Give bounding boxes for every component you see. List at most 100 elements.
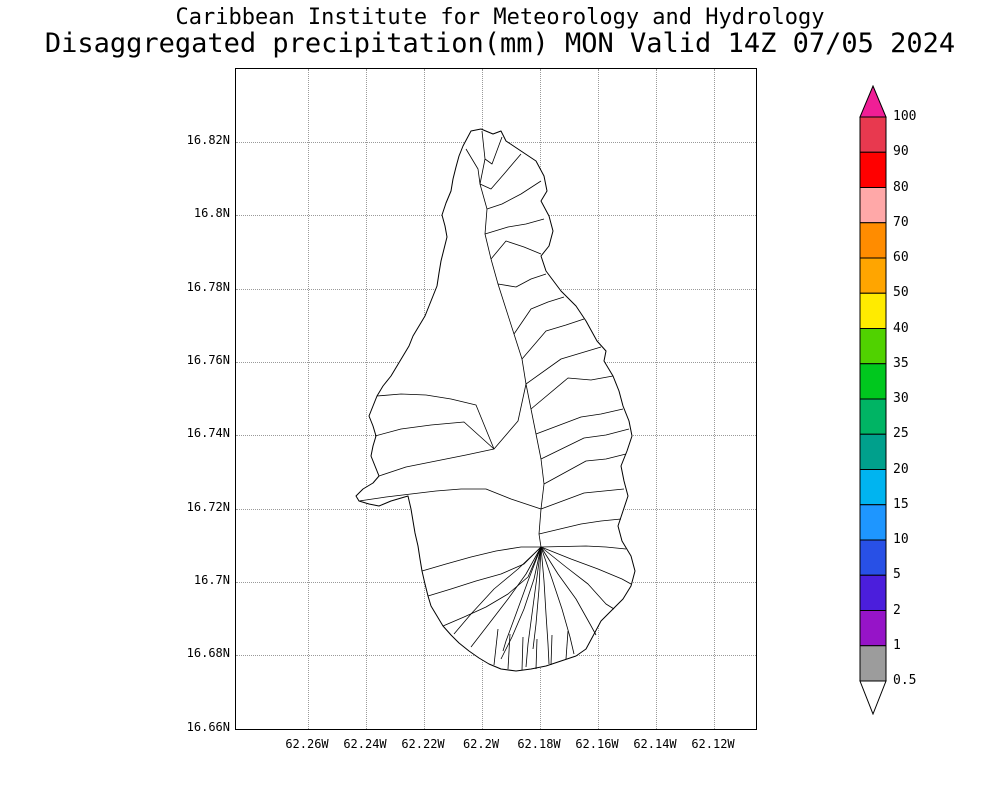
lat-label: 16.7N: [193, 573, 230, 587]
stream-line: [378, 383, 527, 477]
lon-label: 62.18W: [517, 737, 561, 751]
colorbar-label: 30: [893, 391, 909, 406]
lat-label: 16.72N: [186, 500, 230, 514]
lat-label: 16.82N: [186, 133, 230, 147]
lon-label: 62.2W: [462, 737, 500, 751]
colorbar-segment: [859, 257, 887, 294]
colorbar-segment: [859, 433, 887, 470]
lat-label: 16.68N: [186, 646, 230, 660]
stream-line: [540, 546, 615, 610]
colorbar-segment: [859, 187, 887, 224]
colorbar-segment: [859, 328, 887, 365]
stream-line: [540, 546, 575, 655]
colorbar-label: 40: [893, 320, 909, 336]
stream-line: [535, 408, 624, 435]
stream-line: [484, 136, 503, 165]
stream-line: [521, 636, 524, 671]
stream-line: [493, 628, 499, 666]
colorbar-segment: [859, 574, 887, 611]
stream-line: [532, 546, 542, 650]
stream-line: [538, 518, 622, 535]
colorbar-label: 60: [893, 250, 909, 265]
institute-title: Caribbean Institute for Meteorology and …: [175, 5, 825, 30]
colorbar-label: 50: [893, 285, 909, 301]
lat-label: 16.78N: [186, 280, 230, 294]
stream-line: [479, 153, 522, 190]
gridline-vertical: [366, 69, 367, 729]
stream-line: [540, 546, 632, 585]
stream-line: [535, 638, 538, 670]
colorbar-segment: [859, 292, 887, 329]
colorbar-label: 0.5: [893, 673, 917, 688]
stream-line: [540, 546, 550, 665]
lon-label: 62.14W: [633, 737, 677, 751]
stream-line: [453, 546, 542, 635]
stream-line: [442, 546, 542, 627]
stream-line: [490, 240, 542, 260]
stream-line: [358, 488, 542, 510]
colorbar-segment: [859, 398, 887, 435]
stream-line: [521, 318, 585, 360]
stream-line: [540, 545, 627, 550]
colorbar-label: 5: [893, 567, 901, 583]
colorbar-segment: [859, 539, 887, 576]
stream-line: [427, 546, 542, 597]
colorbar-label: 2: [893, 602, 901, 618]
stream-line: [530, 375, 614, 410]
colorbar-segment: [859, 151, 887, 188]
stream-line: [484, 218, 545, 235]
gridline-vertical: [714, 69, 715, 729]
colorbar-label: 20: [893, 461, 909, 477]
colorbar-segment: [859, 222, 887, 259]
lon-label: 62.22W: [401, 737, 445, 751]
colorbar-arrow-above-max: [859, 85, 887, 118]
drainage-network: [358, 130, 632, 671]
colorbar-segment: [859, 363, 887, 400]
island-outline: [355, 128, 636, 672]
colorbar-label: 25: [893, 426, 909, 442]
colorbar-segment: [859, 645, 887, 682]
colorbar-labels: 100 90 80 70 60 50 40 35 30 25 20 15 10 5 2 1 0.5: [893, 85, 937, 715]
lat-label: 16.66N: [186, 720, 230, 734]
stream-line: [565, 630, 569, 660]
lon-label: 62.24W: [343, 737, 387, 751]
colorbar-label: 90: [893, 144, 909, 160]
colorbar-label: 15: [893, 496, 909, 512]
lon-label: 62.12W: [691, 737, 735, 751]
stream-line: [486, 180, 542, 210]
plot-area: [235, 68, 757, 730]
colorbar-svg: [859, 85, 887, 715]
stream-line: [540, 488, 625, 510]
island-map-svg: [355, 128, 636, 672]
stream-line: [376, 393, 495, 450]
colorbar-label: 35: [893, 355, 909, 371]
gridline-vertical: [308, 69, 309, 729]
colorbar-label: 100: [893, 109, 917, 124]
lon-label: 62.26W: [285, 737, 329, 751]
colorbar-label: 70: [893, 214, 909, 230]
gridline-vertical: [656, 69, 657, 729]
colorbar-segment: [859, 610, 887, 647]
stream-line: [465, 148, 481, 185]
stream-line: [470, 546, 542, 648]
stream-line: [525, 546, 542, 668]
colorbar-label: 1: [893, 637, 901, 653]
stream-line: [540, 546, 597, 636]
stream-line: [550, 634, 553, 666]
stream-line: [540, 428, 630, 460]
stream-line: [543, 453, 627, 485]
colorbar-segment: [859, 469, 887, 506]
stream-line: [525, 346, 602, 385]
lat-label: 16.8N: [193, 206, 230, 220]
colorbar-arrow-below-min: [859, 680, 887, 715]
stream-line: [374, 421, 495, 450]
stream-line: [421, 546, 541, 572]
stream-line: [502, 546, 542, 652]
colorbar-label: 80: [893, 179, 909, 195]
stream-line: [479, 130, 492, 260]
colorbar-segment: [859, 116, 887, 153]
lat-label: 16.76N: [186, 353, 230, 367]
lat-label: 16.74N: [186, 426, 230, 440]
stream-line: [513, 296, 565, 335]
